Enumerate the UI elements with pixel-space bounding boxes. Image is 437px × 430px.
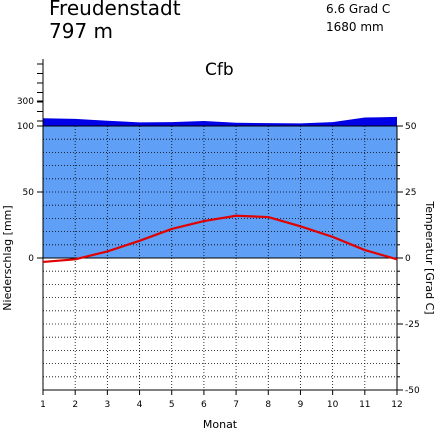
x-tick-label: 8 xyxy=(265,400,271,410)
x-tick-label: 12 xyxy=(391,400,402,410)
x-tick-label: 7 xyxy=(233,400,239,410)
annual-precipitation: 1680 mm xyxy=(326,20,384,34)
temp-tick-label: 50 xyxy=(405,122,417,132)
temp-tick-label: 25 xyxy=(405,188,416,198)
x-tick-label: 10 xyxy=(327,400,339,410)
station-elevation: 797 m xyxy=(49,19,114,43)
station-name: Freudenstadt xyxy=(49,0,181,20)
temp-tick-label: -50 xyxy=(405,386,420,396)
x-tick-label: 5 xyxy=(169,400,175,410)
x-tick-label: 11 xyxy=(359,400,370,410)
x-tick-label: 3 xyxy=(104,400,110,410)
mean-temperature: 6.6 Grad C xyxy=(326,2,391,16)
y-axis-label-left: Niederschlag [mm] xyxy=(1,205,14,310)
y-axis-label-right: Temperatur [Grad C] xyxy=(423,200,436,314)
precip-tick-label: 300 xyxy=(17,97,34,107)
temp-tick-label: -25 xyxy=(405,320,420,330)
climate-classification: Cfb xyxy=(205,60,234,80)
x-tick-label: 2 xyxy=(72,400,78,410)
precip-tick-label: 0 xyxy=(28,254,34,264)
x-tick-label: 6 xyxy=(201,400,207,410)
x-axis-label: Monat xyxy=(203,418,238,430)
x-tick-label: 9 xyxy=(298,400,304,410)
temperature-line xyxy=(42,214,398,264)
temp-tick-label: 0 xyxy=(405,254,411,264)
precip-excess-area xyxy=(43,116,397,126)
x-tick-label: 4 xyxy=(137,400,143,410)
precip-tick-label: 100 xyxy=(17,122,34,132)
x-tick-label: 1 xyxy=(40,400,46,410)
precip-tick-label: 50 xyxy=(23,188,35,198)
